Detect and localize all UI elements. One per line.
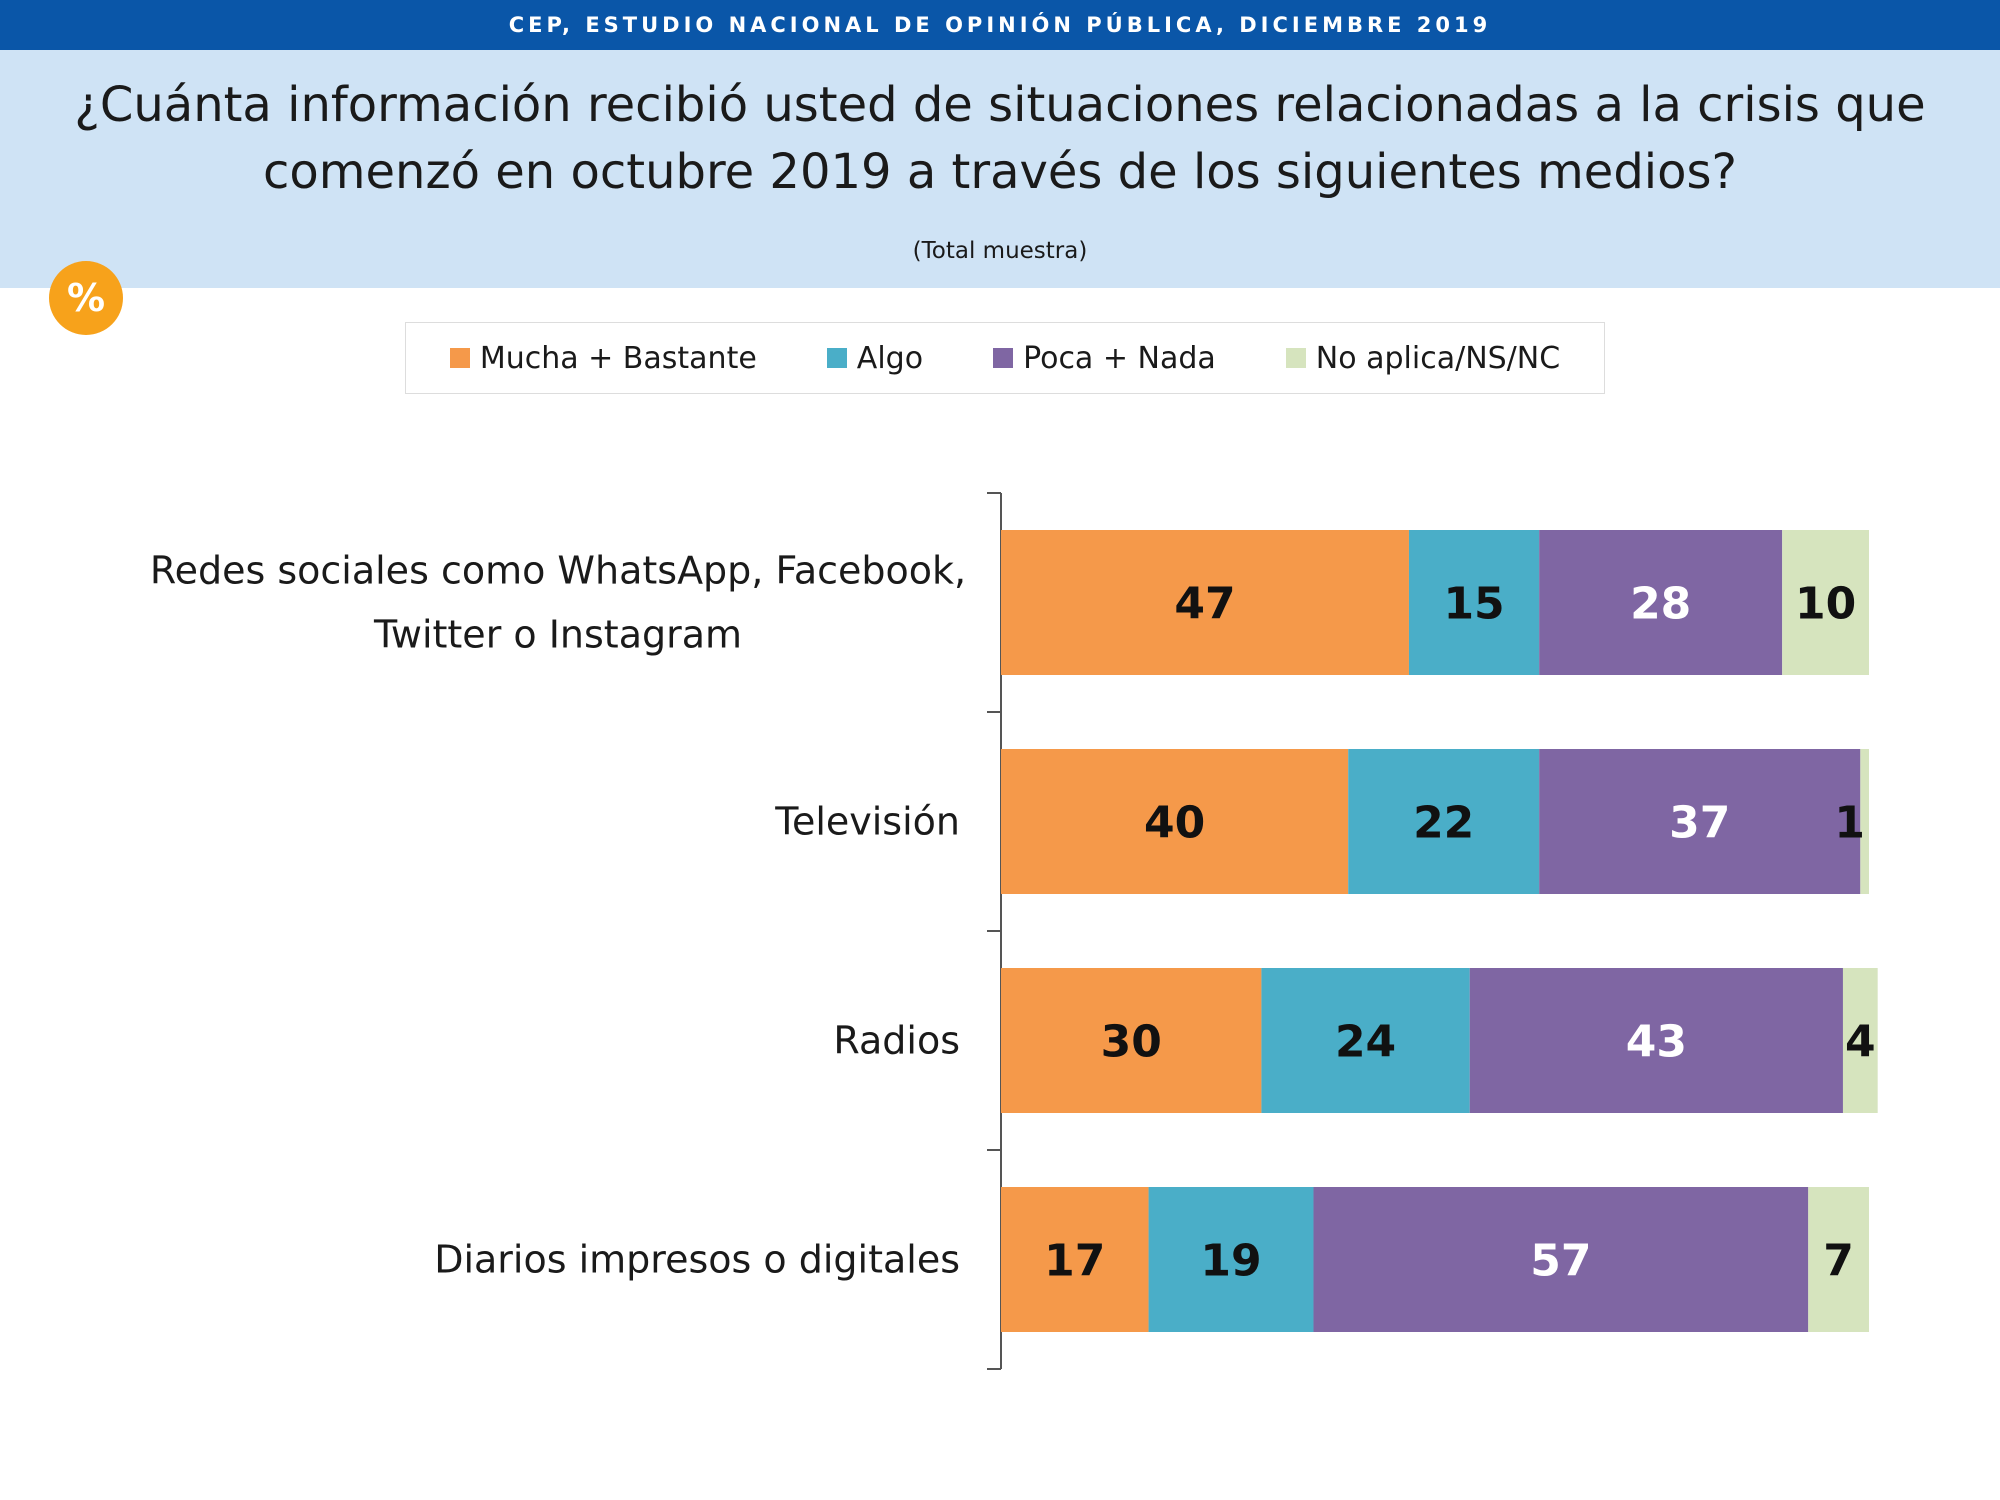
chart-subtitle: (Total muestra) xyxy=(912,238,1088,264)
category-label: Radios xyxy=(833,1019,960,1063)
data-label: 37 xyxy=(1669,798,1730,849)
data-label: 19 xyxy=(1200,1236,1261,1287)
question-panel: ¿Cuánta información recibió usted de sit… xyxy=(0,50,2000,288)
bar-segment xyxy=(1808,1187,1869,1332)
category-label-line: Twitter o Instagram xyxy=(373,613,742,657)
bar-segment xyxy=(1001,1187,1149,1332)
legend-swatch xyxy=(993,348,1014,368)
bar-segment xyxy=(1860,749,1869,894)
category-label-line: Redes sociales como WhatsApp, Facebook, xyxy=(150,549,966,593)
bar-segment xyxy=(1001,968,1262,1113)
bar-segment xyxy=(1313,1187,1809,1332)
bar-segment xyxy=(1469,968,1843,1113)
bar-segment xyxy=(1408,530,1540,675)
survey-banner: CEP, ESTUDIO NACIONAL DE OPINIÓN PÚBLICA… xyxy=(0,0,2000,50)
category-label-line: Diarios impresos o digitales xyxy=(434,1238,960,1282)
data-label: 22 xyxy=(1413,798,1474,849)
category-label: Televisión xyxy=(774,800,960,844)
data-label: 57 xyxy=(1530,1236,1591,1287)
legend-label: Poca + Nada xyxy=(1023,340,1216,376)
category-label-line: Radios xyxy=(833,1019,960,1063)
legend-item-mucha-bastante: Mucha + Bastante xyxy=(449,340,757,376)
category-label: Diarios impresos o digitales xyxy=(434,1238,960,1282)
chart-title: ¿Cuánta información recibió usted de sit… xyxy=(60,72,1940,206)
bar-segment xyxy=(1261,968,1470,1113)
data-label: 1 xyxy=(1834,798,1865,849)
data-label: 47 xyxy=(1174,579,1235,630)
bar-segment xyxy=(1539,749,1861,894)
legend-item-no-aplica: No aplica/NS/NC xyxy=(1285,340,1561,376)
legend-swatch xyxy=(449,348,470,368)
legend-label: No aplica/NS/NC xyxy=(1315,340,1561,376)
data-label: 28 xyxy=(1630,579,1691,630)
legend-item-poca-nada: Poca + Nada xyxy=(993,341,1216,376)
data-label: 4 xyxy=(1845,1017,1876,1068)
legend-label: Algo xyxy=(856,340,924,376)
bar-segment xyxy=(1001,749,1349,894)
data-label: 43 xyxy=(1626,1017,1687,1068)
bar-segment xyxy=(1842,968,1878,1113)
data-label: 17 xyxy=(1044,1236,1105,1287)
legend-label: Mucha + Bastante xyxy=(479,340,757,376)
percent-badge: % xyxy=(49,261,123,335)
data-label: 10 xyxy=(1795,579,1856,630)
data-label: 24 xyxy=(1335,1017,1396,1068)
category-label-line: Televisión xyxy=(774,800,960,844)
bar-segment xyxy=(1001,530,1409,675)
data-label: 40 xyxy=(1144,798,1205,849)
legend-item-algo: Algo xyxy=(826,340,924,376)
data-label: 7 xyxy=(1823,1236,1854,1287)
bar-segment xyxy=(1782,530,1869,675)
chart-legend: Mucha + Bastante Algo Poca + Nada No apl… xyxy=(405,322,1605,394)
data-label: 30 xyxy=(1101,1017,1162,1068)
category-label: Redes sociales como WhatsApp, Facebook, T… xyxy=(150,549,966,657)
data-label: 15 xyxy=(1443,579,1504,630)
bar-segment xyxy=(1539,530,1783,675)
title-line-1: ¿Cuánta información recibió usted de sit… xyxy=(74,77,1926,133)
bar-segment xyxy=(1348,749,1540,894)
title-line-2: comenzó en octubre 2019 a través de los … xyxy=(262,144,1737,200)
bar-segment xyxy=(1148,1187,1314,1332)
legend-swatch xyxy=(826,348,847,368)
legend-swatch xyxy=(1285,348,1306,368)
